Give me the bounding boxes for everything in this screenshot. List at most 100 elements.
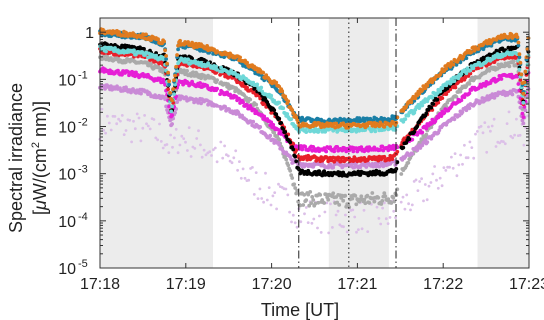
data-point: [464, 108, 469, 113]
data-point: [517, 52, 522, 57]
data-point: [511, 136, 515, 140]
data-point: [376, 195, 381, 200]
data-point: [332, 149, 337, 154]
data-point: [382, 191, 387, 196]
data-point: [248, 97, 253, 102]
data-point: [490, 124, 494, 128]
data-point: [254, 171, 258, 175]
data-point: [120, 114, 124, 117]
data-point: [171, 145, 174, 149]
data-point: [310, 221, 314, 225]
data-point: [458, 60, 463, 65]
data-point: [521, 91, 526, 96]
data-point: [429, 181, 433, 184]
data-point: [120, 72, 124, 77]
data-point: [317, 169, 322, 174]
data-point: [345, 230, 349, 234]
data-point: [277, 100, 282, 105]
data-point: [430, 95, 435, 100]
data-point: [182, 68, 187, 73]
data-point: [286, 99, 291, 104]
data-point: [351, 208, 355, 212]
data-point: [172, 92, 177, 96]
data-point: [303, 144, 308, 149]
data-point: [462, 95, 467, 100]
data-point: [283, 130, 288, 134]
data-point: [158, 122, 161, 126]
data-point: [311, 198, 316, 202]
data-point: [259, 85, 264, 90]
data-point: [212, 148, 215, 152]
data-point: [502, 140, 505, 144]
data-point: [372, 199, 377, 204]
data-point: [167, 79, 172, 84]
data-point: [295, 188, 300, 193]
data-point: [388, 216, 392, 219]
data-point: [338, 223, 342, 227]
data-point: [327, 231, 331, 235]
data-point: [139, 91, 143, 96]
data-point: [386, 222, 390, 226]
data-point: [379, 222, 383, 226]
data-point: [401, 195, 405, 199]
data-point: [279, 121, 284, 125]
data-point: [299, 220, 303, 224]
data-point: [363, 201, 368, 206]
data-point: [424, 132, 429, 137]
x-axis-title: Time [UT]: [261, 300, 339, 320]
data-point: [464, 71, 469, 76]
data-point: [213, 146, 217, 150]
data-point: [389, 201, 394, 205]
data-point: [377, 217, 381, 220]
data-point: [163, 48, 168, 53]
data-point: [180, 134, 184, 138]
data-point: [149, 62, 154, 66]
series-7: [98, 53, 531, 210]
data-point: [273, 191, 277, 195]
data-point: [431, 172, 435, 176]
data-point: [168, 91, 173, 95]
data-point: [308, 190, 313, 194]
data-point: [100, 107, 104, 111]
data-point: [170, 104, 175, 109]
data-point: [316, 226, 319, 230]
data-point: [433, 165, 436, 168]
data-point: [378, 147, 383, 152]
data-point: [275, 207, 278, 211]
data-point: [487, 125, 490, 129]
data-point: [230, 161, 234, 165]
data-point: [290, 108, 295, 112]
data-point: [244, 95, 249, 100]
data-point: [167, 151, 171, 155]
data-point: [410, 137, 415, 142]
data-point: [336, 209, 340, 213]
data-point: [302, 192, 307, 197]
data-point: [331, 226, 334, 229]
data-point: [459, 98, 464, 103]
data-point: [480, 96, 485, 100]
data-point: [245, 85, 250, 90]
data-point: [356, 169, 361, 174]
data-point: [175, 53, 180, 57]
data-point: [175, 69, 180, 73]
data-point: [191, 70, 196, 75]
data-point: [352, 165, 357, 170]
data-point: [381, 206, 384, 210]
data-point: [292, 182, 297, 187]
data-point: [187, 126, 191, 129]
data-point: [306, 221, 310, 225]
data-point: [341, 198, 346, 203]
data-point: [430, 80, 435, 85]
data-point: [234, 149, 238, 153]
data-point: [409, 208, 412, 212]
data-point: [522, 143, 526, 147]
data-point: [438, 176, 442, 180]
data-point: [458, 89, 463, 94]
data-point: [483, 121, 487, 124]
data-point: [178, 97, 183, 102]
data-point: [521, 121, 526, 126]
data-point: [509, 134, 513, 138]
data-point: [200, 155, 204, 159]
data-point: [284, 187, 288, 191]
data-point: [354, 202, 359, 207]
